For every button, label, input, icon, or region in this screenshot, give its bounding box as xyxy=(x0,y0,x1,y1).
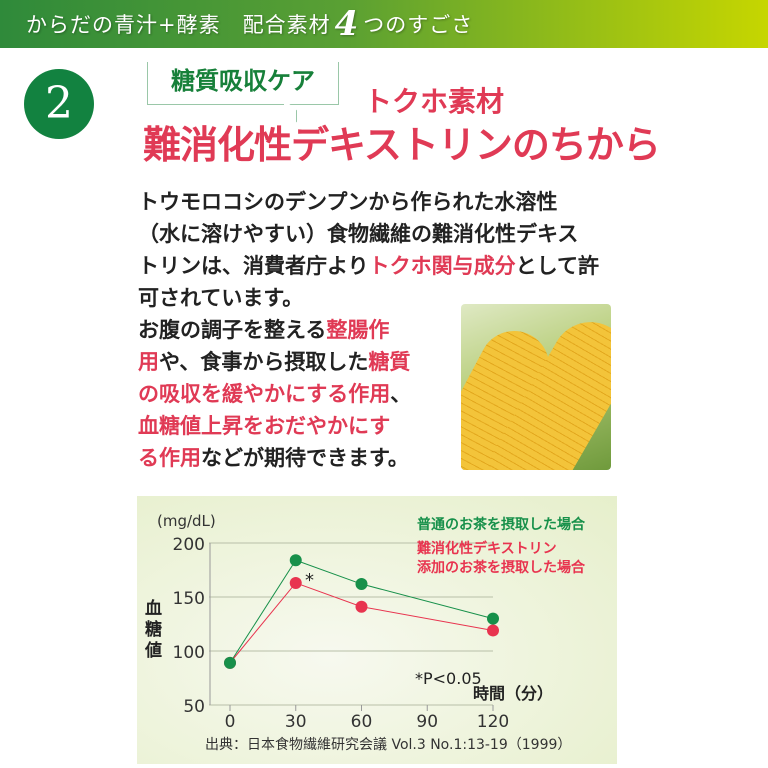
significance-asterisk: * xyxy=(305,570,314,591)
body-line: トウモロコシのデンプンから作られた水溶性 xyxy=(138,186,599,218)
legend-entry-dextrin: 難消化性デキストリン xyxy=(417,540,557,557)
tokuho-label: トクホ素材 xyxy=(364,85,505,118)
y-unit-label: (mg/dL) xyxy=(157,512,216,530)
highlight-text: 血糖値上昇をおだやかにす xyxy=(138,413,391,438)
body-line: る作用などが期待できます。 xyxy=(138,442,599,474)
body-text-segment: トリンは、消費者庁より xyxy=(138,253,369,278)
data-point xyxy=(487,624,499,637)
y-tick-label: 100 xyxy=(173,643,205,663)
speech-bubble-label: 糖質吸収ケア xyxy=(147,62,339,105)
source-citation: 出典：日本食物繊維研究会議 Vol.3 No.1:13-19（1999） xyxy=(205,736,571,753)
legend-entry-dextrin: 添加のお茶を摂取した場合 xyxy=(417,559,586,576)
body-text-segment: （水に溶けやすい）食物繊維の難消化性デキス xyxy=(138,221,579,246)
data-point xyxy=(355,578,368,591)
highlight-text: 糖質 xyxy=(368,349,411,374)
data-point xyxy=(289,576,302,589)
body-line: （水に溶けやすい）食物繊維の難消化性デキス xyxy=(138,218,599,250)
section-number-badge: 2 xyxy=(24,69,94,139)
body-line: トリンは、消費者庁よりトクホ関与成分として許 xyxy=(138,250,599,282)
series-line xyxy=(229,559,494,664)
body-text-segment: 可されています。 xyxy=(138,285,304,310)
highlight-text: る作用 xyxy=(138,445,201,470)
blood-glucose-chart: 50 100 150 200 0 30 60 90 120 (mg/dL) 血糖値時間（分） 普通のお… xyxy=(137,496,617,764)
highlight-text: トクホ関与成分 xyxy=(368,253,516,278)
x-tick-label: 60 xyxy=(351,712,373,732)
legend-entry-normal: 普通のお茶を摂取した場合 xyxy=(417,516,586,533)
body-text-segment: お腹の調子を整える xyxy=(138,317,327,342)
body-text-segment: 、 xyxy=(390,381,412,406)
body-line: お腹の調子を整える整腸作 xyxy=(138,314,599,346)
y-axis-label-char: 血 xyxy=(145,598,162,619)
data-point xyxy=(487,612,499,625)
highlight-text: 用 xyxy=(138,349,159,374)
data-point xyxy=(224,656,236,669)
body-text-segment: トウモロコシのデンプンから作られた水溶性 xyxy=(138,189,558,214)
banner-text: からだの青汁+酵素 配合素材 xyxy=(26,13,331,37)
series-line xyxy=(229,582,494,664)
headline: 難消化性デキストリンのちから xyxy=(143,122,661,167)
highlight-text: 整腸作 xyxy=(326,317,390,342)
body-text-segment: や、食事から摂取した xyxy=(159,349,369,374)
highlight-text: の吸収を緩やかにする作用 xyxy=(138,381,391,406)
body-text: トウモロコシのデンプンから作られた水溶性 （水に溶けやすい）食物繊維の難消化性デキ… xyxy=(138,186,599,474)
x-tick-label: 120 xyxy=(477,712,509,732)
x-tick-label: 90 xyxy=(416,712,438,732)
body-text-segment: として許 xyxy=(515,253,599,278)
banner-text-end: つのすごさ xyxy=(363,13,474,37)
y-tick-label: 50 xyxy=(183,697,205,717)
y-axis-label-char: 糖 xyxy=(145,619,162,640)
y-tick-label: 150 xyxy=(173,589,205,609)
body-line: の吸収を緩やかにする作用、 xyxy=(138,378,599,410)
y-tick-label: 200 xyxy=(173,535,205,555)
x-tick-label: 30 xyxy=(285,712,307,732)
body-line: 可されています。 xyxy=(138,282,599,314)
banner-number: 4 xyxy=(334,4,360,44)
data-point xyxy=(289,554,302,567)
body-line: 血糖値上昇をおだやかにす xyxy=(138,410,599,442)
y-axis-label-char: 値 xyxy=(144,640,162,661)
x-tick-label: 0 xyxy=(225,712,236,732)
x-axis-label: 時間（分） xyxy=(473,684,553,703)
body-line: 用や、食事から摂取した糖質 xyxy=(138,346,599,378)
banner: からだの青汁+酵素 配合素材 4 つのすごさ xyxy=(0,0,768,48)
body-text-segment: などが期待できます。 xyxy=(201,445,409,470)
corn-photo xyxy=(461,304,611,470)
p-value-note: *P<0.05 xyxy=(415,669,482,688)
data-point xyxy=(355,600,368,613)
